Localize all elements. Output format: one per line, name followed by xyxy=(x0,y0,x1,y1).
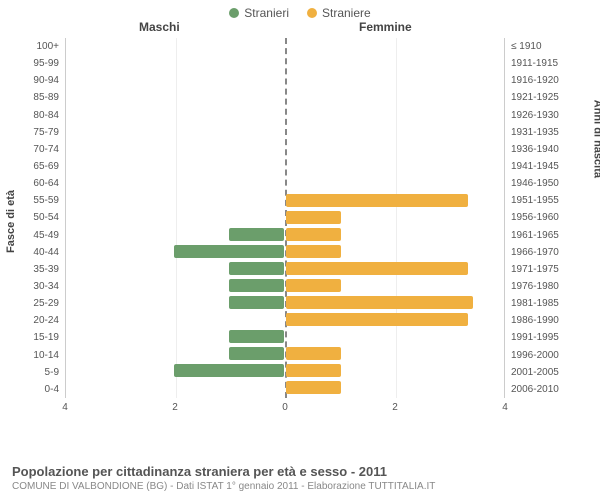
y-right-label: 1971-1975 xyxy=(511,261,577,278)
bar-male xyxy=(229,347,284,360)
y-left-label: 60-64 xyxy=(7,175,59,192)
legend-label-male: Stranieri xyxy=(244,6,289,20)
x-tick: 4 xyxy=(502,402,508,413)
y-right-label: 1991-1995 xyxy=(511,329,577,346)
bar-male xyxy=(229,330,284,343)
male-swatch xyxy=(229,8,239,18)
y-right-label: 1911-1915 xyxy=(511,55,577,72)
bar-female xyxy=(286,211,341,224)
y-left-label: 35-39 xyxy=(7,261,59,278)
y-right-label: 2006-2010 xyxy=(511,381,577,398)
legend: Stranieri Straniere xyxy=(0,0,600,20)
plot-area xyxy=(65,38,505,398)
y-left-label: 75-79 xyxy=(7,124,59,141)
y-right-label: 1956-1960 xyxy=(511,209,577,226)
y-left-label: 55-59 xyxy=(7,192,59,209)
y-left-label: 90-94 xyxy=(7,72,59,89)
y-left-label: 15-19 xyxy=(7,329,59,346)
y-right-label: 2001-2005 xyxy=(511,364,577,381)
y-right-label: 1976-1980 xyxy=(511,278,577,295)
bar-female xyxy=(286,296,473,309)
bar-female xyxy=(286,245,341,258)
y-right-label: 1921-1925 xyxy=(511,89,577,106)
y-left-label: 100+ xyxy=(7,38,59,55)
y-left-label: 5-9 xyxy=(7,364,59,381)
chart-subtitle: COMUNE DI VALBONDIONE (BG) - Dati ISTAT … xyxy=(12,481,588,492)
y-left-label: 95-99 xyxy=(7,55,59,72)
y-right-label: 1941-1945 xyxy=(511,158,577,175)
x-tick: 2 xyxy=(392,402,398,413)
y-axis-left: 100+95-9990-9485-8980-8475-7970-7465-696… xyxy=(7,38,59,398)
legend-item-female: Straniere xyxy=(307,6,371,20)
y-right-label: 1966-1970 xyxy=(511,244,577,261)
y-left-label: 20-24 xyxy=(7,312,59,329)
y-right-label: 1981-1985 xyxy=(511,295,577,312)
y-right-label: 1916-1920 xyxy=(511,72,577,89)
female-swatch xyxy=(307,8,317,18)
bar-male xyxy=(229,296,284,309)
y-left-label: 45-49 xyxy=(7,227,59,244)
y-right-label: 1946-1950 xyxy=(511,175,577,192)
y-left-label: 65-69 xyxy=(7,158,59,175)
bar-female xyxy=(286,364,341,377)
bar-female xyxy=(286,347,341,360)
footer: Popolazione per cittadinanza straniera p… xyxy=(12,464,588,492)
chart-area: Fasce di età Anni di nascita 100+95-9990… xyxy=(3,38,597,428)
bar-male xyxy=(229,279,284,292)
legend-label-female: Straniere xyxy=(322,6,371,20)
bar-female xyxy=(286,279,341,292)
bar-male xyxy=(229,262,284,275)
y-right-label: 1931-1935 xyxy=(511,124,577,141)
bar-male xyxy=(174,364,284,377)
legend-item-male: Stranieri xyxy=(229,6,289,20)
header-male: Maschi xyxy=(139,20,180,34)
chart-title: Popolazione per cittadinanza straniera p… xyxy=(12,464,588,479)
y-axis-right: ≤ 19101911-19151916-19201921-19251926-19… xyxy=(511,38,577,398)
bar-female xyxy=(286,228,341,241)
y-right-label: 1926-1930 xyxy=(511,107,577,124)
x-tick: 2 xyxy=(172,402,178,413)
y-right-label: 1986-1990 xyxy=(511,312,577,329)
column-headers: Maschi Femmine xyxy=(0,20,600,38)
bar-male xyxy=(174,245,284,258)
y-left-label: 50-54 xyxy=(7,209,59,226)
y-axis-title-right: Anni di nascita xyxy=(591,100,600,178)
header-female: Femmine xyxy=(359,20,412,34)
y-right-label: 1951-1955 xyxy=(511,192,577,209)
y-left-label: 85-89 xyxy=(7,89,59,106)
y-right-label: ≤ 1910 xyxy=(511,38,577,55)
x-tick: 0 xyxy=(282,402,288,413)
bar-female xyxy=(286,381,341,394)
y-left-label: 0-4 xyxy=(7,381,59,398)
y-right-label: 1961-1965 xyxy=(511,227,577,244)
y-left-label: 80-84 xyxy=(7,107,59,124)
y-right-label: 1936-1940 xyxy=(511,141,577,158)
y-left-label: 10-14 xyxy=(7,347,59,364)
bar-male xyxy=(229,228,284,241)
y-left-label: 40-44 xyxy=(7,244,59,261)
y-left-label: 70-74 xyxy=(7,141,59,158)
bar-female xyxy=(286,194,468,207)
x-tick: 4 xyxy=(62,402,68,413)
bar-female xyxy=(286,262,468,275)
bar-female xyxy=(286,313,468,326)
y-left-label: 30-34 xyxy=(7,278,59,295)
y-right-label: 1996-2000 xyxy=(511,347,577,364)
y-left-label: 25-29 xyxy=(7,295,59,312)
